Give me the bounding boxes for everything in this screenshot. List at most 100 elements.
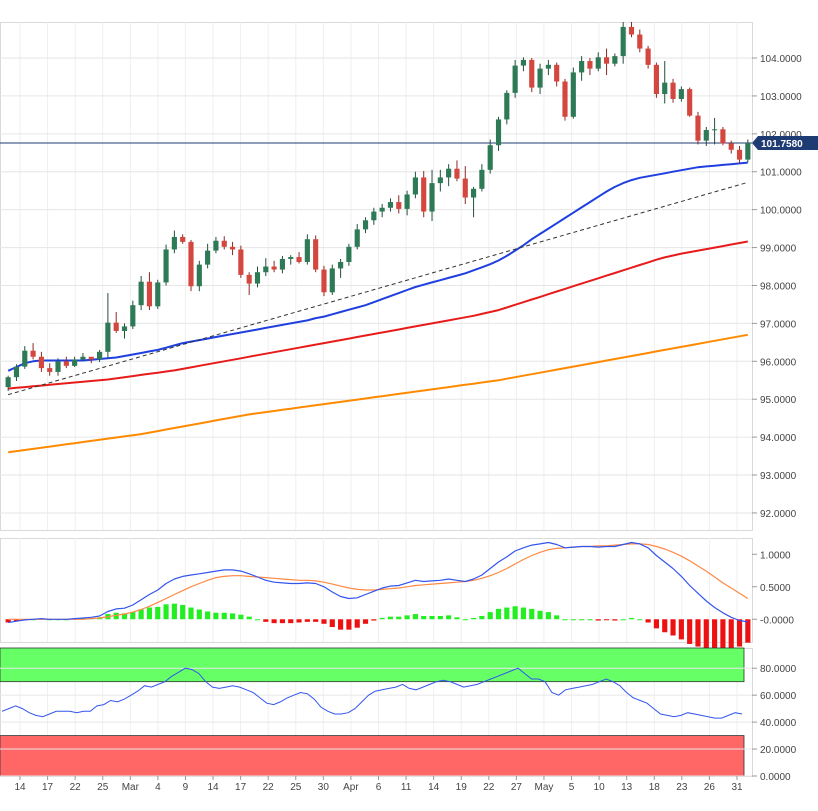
macd-histogram-bar — [645, 619, 651, 623]
rsi-y-tick-label: 40.0000 — [760, 718, 797, 729]
candle-body — [371, 211, 377, 221]
candle-body — [545, 64, 551, 69]
candle — [196, 260, 202, 292]
macd-histogram-bar — [554, 615, 560, 620]
price-y-tick-label: 92.0000 — [760, 509, 797, 520]
x-tick-label: 25 — [97, 782, 109, 793]
macd-histogram-bar — [263, 619, 269, 622]
macd-y-tick-label: 0.5000 — [760, 583, 791, 594]
x-tick-label: 5 — [569, 782, 575, 793]
macd-histogram-bar — [329, 619, 335, 628]
candle-body — [437, 177, 443, 184]
candle — [254, 266, 261, 288]
candle-body — [30, 350, 36, 357]
candle — [171, 230, 177, 254]
candle-body — [288, 257, 294, 259]
candle — [421, 170, 427, 218]
candle — [55, 358, 61, 376]
candle-body — [670, 82, 676, 99]
candle — [238, 245, 244, 278]
candle-body — [620, 26, 626, 57]
macd-histogram-bar — [670, 619, 676, 636]
candle-body — [130, 305, 136, 327]
candle-body — [379, 207, 385, 212]
candle — [13, 364, 20, 382]
candle — [462, 166, 468, 204]
candle — [637, 29, 643, 53]
candle-body — [105, 322, 111, 352]
macd-histogram-bar — [396, 616, 402, 620]
candle-body — [171, 236, 177, 250]
macd-histogram-bar — [454, 617, 460, 620]
macd-histogram-bar — [736, 619, 743, 647]
candle-body — [88, 356, 94, 360]
candle-body — [346, 246, 352, 262]
x-tick-label: 17 — [42, 782, 54, 793]
price-y-tick-label: 98.0000 — [760, 281, 797, 292]
macd-histogram-bar — [487, 612, 493, 620]
x-tick-label: 17 — [235, 782, 247, 793]
macd-histogram-bar — [271, 619, 277, 624]
candle — [628, 22, 635, 38]
candle — [5, 375, 11, 391]
x-tick-label: 14 — [14, 782, 26, 793]
price-y-tick-label: 93.0000 — [760, 471, 797, 482]
x-tick-label: 25 — [290, 782, 302, 793]
price-candles — [5, 22, 751, 391]
macd-histogram-bar — [512, 606, 518, 620]
macd-histogram-bar — [712, 619, 718, 650]
candle — [653, 62, 659, 98]
candle — [38, 351, 44, 372]
x-tick-label: 22 — [483, 782, 495, 793]
candle — [562, 78, 568, 121]
candle-body — [462, 178, 468, 198]
macd-histogram-bar — [703, 619, 709, 650]
candle-body — [404, 194, 410, 209]
macd-histogram-bar — [446, 615, 452, 620]
candle — [346, 243, 352, 266]
macd-histogram-bar — [429, 616, 435, 620]
candle-body — [554, 64, 560, 82]
candle-body — [495, 119, 502, 146]
candle — [404, 190, 410, 216]
candle — [263, 258, 269, 276]
candle — [371, 207, 377, 225]
candle-body — [471, 188, 477, 198]
candle-body — [263, 266, 269, 273]
macd-histogram-bar — [288, 619, 294, 624]
sma-50-line — [8, 240, 748, 390]
candle-body — [246, 274, 252, 284]
x-tick-label: 9 — [183, 782, 189, 793]
macd-histogram-bar — [678, 619, 684, 640]
macd-histogram-bar — [155, 606, 161, 620]
candle-body — [205, 250, 211, 265]
candle — [279, 255, 285, 274]
macd-histogram-bar — [379, 617, 385, 620]
macd-histogram-bar — [221, 612, 227, 620]
price-y-tick-label: 94.0000 — [760, 433, 797, 444]
candle — [603, 48, 610, 76]
candle-body — [238, 249, 244, 275]
candle — [612, 53, 618, 67]
macd-histogram-bar — [587, 619, 593, 621]
candle-body — [80, 356, 86, 360]
macd-histogram-bar — [371, 619, 377, 621]
candle-body — [695, 115, 701, 141]
x-tick-label: 22 — [263, 782, 275, 793]
candle — [97, 349, 103, 363]
candle-body — [146, 281, 153, 307]
candle-body — [628, 26, 635, 35]
macd-panel: 1.0000 0.5000 -0.0000 — [5, 541, 794, 650]
macd-histogram-bar — [620, 619, 626, 621]
candle-body — [38, 356, 44, 369]
candle-body — [321, 269, 327, 293]
price-y-axis: 92.0000 93.0000 94.0000 95.0000 96.0000 97.00… — [752, 54, 818, 520]
macd-histogram-bar — [504, 607, 510, 620]
candle — [155, 279, 161, 309]
macd-line — [8, 541, 748, 624]
candle — [80, 352, 86, 362]
rsi-y-tick-label: 80.0000 — [760, 664, 797, 675]
candle-body — [55, 361, 61, 372]
macd-histogram-bar — [180, 604, 186, 620]
candle — [520, 57, 527, 72]
